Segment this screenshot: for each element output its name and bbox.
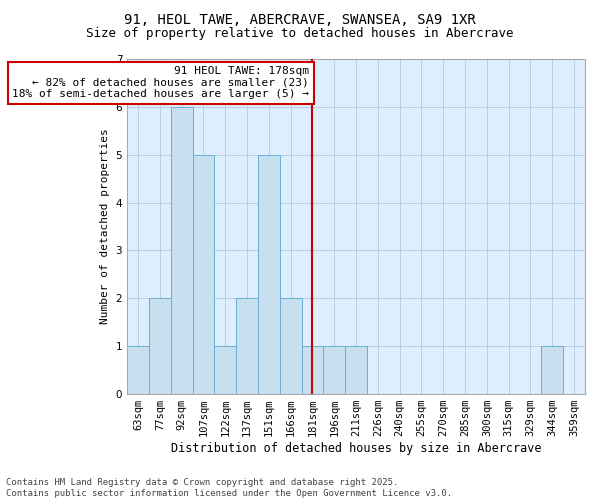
Text: Size of property relative to detached houses in Abercrave: Size of property relative to detached ho… bbox=[86, 28, 514, 40]
Bar bbox=[541, 346, 563, 394]
X-axis label: Distribution of detached houses by size in Abercrave: Distribution of detached houses by size … bbox=[171, 442, 541, 455]
Bar bbox=[323, 346, 345, 394]
Text: Contains HM Land Registry data © Crown copyright and database right 2025.
Contai: Contains HM Land Registry data © Crown c… bbox=[6, 478, 452, 498]
Bar bbox=[214, 346, 236, 394]
Text: 91 HEOL TAWE: 178sqm
← 82% of detached houses are smaller (23)
18% of semi-detac: 91 HEOL TAWE: 178sqm ← 82% of detached h… bbox=[12, 66, 309, 100]
Bar bbox=[236, 298, 258, 394]
Bar bbox=[302, 346, 323, 394]
Y-axis label: Number of detached properties: Number of detached properties bbox=[100, 128, 110, 324]
Bar bbox=[149, 298, 171, 394]
Bar bbox=[258, 154, 280, 394]
Text: 91, HEOL TAWE, ABERCRAVE, SWANSEA, SA9 1XR: 91, HEOL TAWE, ABERCRAVE, SWANSEA, SA9 1… bbox=[124, 12, 476, 26]
Bar bbox=[345, 346, 367, 394]
Bar bbox=[171, 107, 193, 394]
Bar bbox=[280, 298, 302, 394]
Bar bbox=[193, 154, 214, 394]
Bar bbox=[127, 346, 149, 394]
